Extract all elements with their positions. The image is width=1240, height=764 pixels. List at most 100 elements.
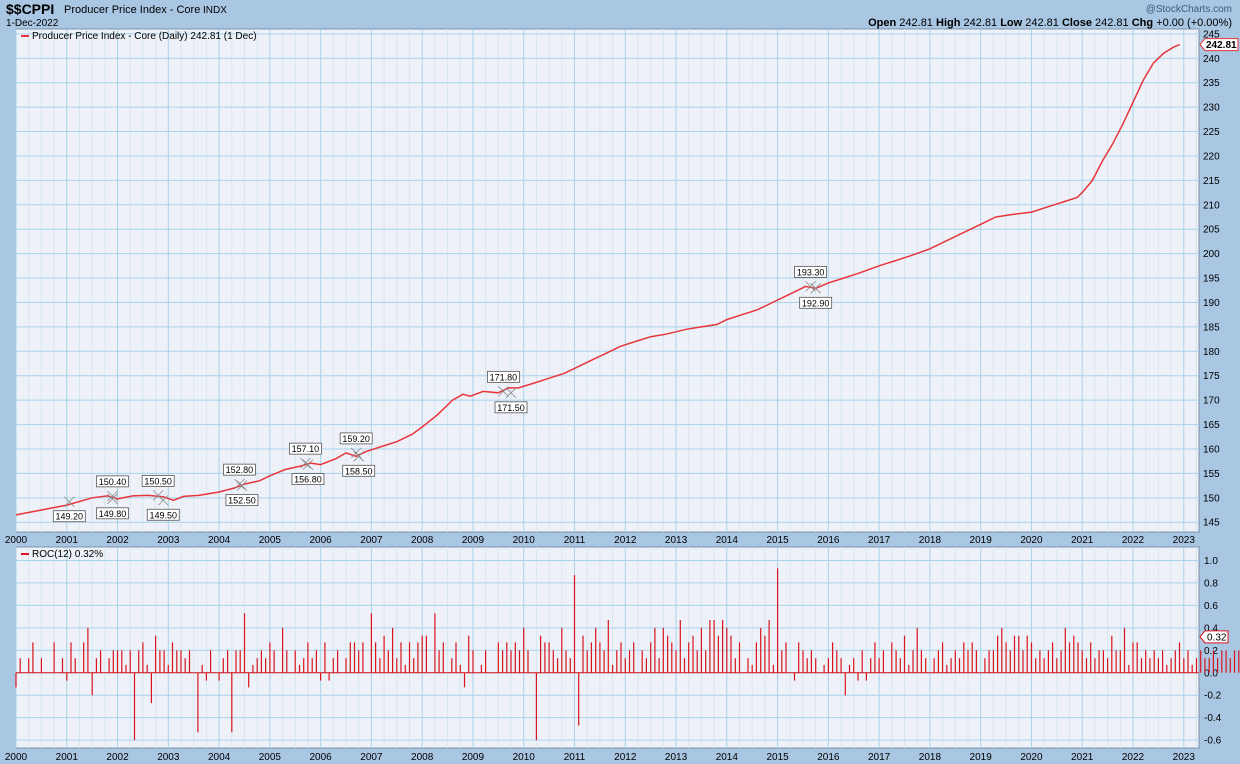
ohlc-value: 242.81 [1025, 17, 1059, 29]
x-tick-label: 2018 [919, 535, 942, 546]
roc-last-label: 0.32 [1207, 632, 1227, 643]
x-tick-label: 2002 [106, 535, 129, 546]
annotation-label: 152.50 [228, 496, 256, 506]
x-axis-top: 2000 2001 2002 2003 2004 2005 2006 2007 2008 2009… [5, 535, 1195, 546]
exchange: INDX [203, 5, 227, 16]
annotation-label: 159.20 [342, 434, 370, 444]
annotation-cross [64, 496, 75, 508]
annotation-cross [302, 459, 314, 470]
price-annotation: 158.50 [342, 451, 376, 477]
x-tick-label: 2009 [462, 752, 485, 763]
annotation-box [342, 464, 376, 477]
x-tick-label: 2006 [310, 752, 333, 763]
x-tick-label: 2001 [56, 752, 79, 763]
price-legend: Producer Price Index - Core (Daily) 242.… [21, 31, 257, 42]
annotation-label: 152.80 [226, 465, 254, 475]
x-tick-label: 2017 [868, 752, 891, 763]
price-y-tick-label: 160 [1203, 444, 1220, 455]
x-tick-label: 2023 [1173, 752, 1196, 763]
annotation-cross [107, 490, 118, 502]
annotation-cross [157, 494, 169, 506]
price-y-tick-label: 205 [1203, 225, 1220, 236]
price-panel [15, 28, 1200, 533]
price-annotation: 152.50 [225, 480, 259, 507]
price-annotation: 149.50 [146, 494, 180, 521]
symbol-name: Producer Price Index - Core [64, 4, 200, 16]
x-tick-label: 2020 [1020, 752, 1043, 763]
price-y-tick-label: 225 [1203, 127, 1220, 138]
price-y-tick-label: 155 [1203, 469, 1220, 480]
price-y-tick-label: 190 [1203, 298, 1220, 309]
annotation-box [141, 474, 175, 487]
price-y-tick-label: 150 [1203, 493, 1220, 504]
x-tick-label: 2003 [157, 535, 180, 546]
annotation-box [222, 463, 256, 476]
x-tick-label: 2018 [919, 752, 942, 763]
x-tick-label: 2020 [1020, 535, 1043, 546]
roc-y-tick-label: -0.4 [1204, 713, 1222, 724]
annotation-label: 149.50 [149, 510, 177, 520]
annotation-cross [505, 387, 517, 399]
x-tick-label: 2001 [56, 535, 79, 546]
symbol: $$CPPI [6, 1, 54, 17]
annotation-cross [805, 281, 816, 292]
x-tick-label: 2022 [1122, 752, 1145, 763]
price-y-tick-label: 220 [1203, 151, 1220, 162]
x-tick-label: 2005 [259, 535, 282, 546]
price-y-axis: 145 150 155 160 165 170 175 180 185 190 195 200 205 2… [1203, 29, 1220, 528]
annotation-box [289, 442, 322, 455]
annotation-box [339, 432, 373, 445]
x-tick-label: 2009 [462, 535, 485, 546]
price-annotation: 152.80 [222, 463, 256, 490]
x-tick-label: 2004 [208, 535, 231, 546]
x-tick-label: 2012 [614, 535, 637, 546]
roc-last-value: 0.32 [1199, 630, 1229, 644]
x-tick-label: 2006 [310, 535, 333, 546]
annotation-box [96, 475, 129, 488]
price-legend-label: Producer Price Index - Core (Daily) 242.… [32, 31, 257, 42]
x-tick-label: 2012 [614, 752, 637, 763]
x-tick-label: 2016 [817, 752, 840, 763]
x-tick-label: 2019 [970, 535, 993, 546]
price-annotation: 150.40 [96, 475, 129, 502]
roc-y-tick-label: 0.6 [1204, 601, 1218, 612]
ohlc-value: 242.81 [899, 17, 933, 29]
x-tick-label: 2016 [817, 535, 840, 546]
price-annotation: 149.20 [52, 496, 86, 523]
annotation-cross [300, 457, 311, 469]
x-tick-label: 2011 [564, 535, 586, 546]
annotation-label: 149.80 [99, 509, 127, 519]
chart-date: 1-Dec-2022 [6, 18, 59, 29]
annotation-label: 193.30 [797, 267, 825, 277]
x-tick-label: 2015 [766, 535, 789, 546]
watermark: @StockCharts.com [1146, 4, 1232, 15]
annotation-cross [350, 447, 362, 459]
annotation-label: 158.50 [345, 466, 373, 476]
annotation-cross [353, 451, 364, 462]
annotation-box [487, 370, 520, 383]
x-tick-label: 2022 [1122, 535, 1145, 546]
ohlc-readout: Open 242.81 High 242.81 Low 242.81 Close… [868, 17, 1232, 29]
annotation-label: 171.80 [490, 372, 518, 382]
price-y-tick-label: 165 [1203, 420, 1220, 431]
roc-legend: ROC(12) 0.32% [21, 549, 103, 560]
roc-y-axis: -0.6 -0.4 -0.2 0.0 0.2 0.4 0.6 0.8 1.0 [1204, 556, 1222, 747]
x-tick-label: 2008 [411, 752, 434, 763]
price-y-tick-label: 215 [1203, 176, 1220, 187]
x-tick-label: 2023 [1173, 535, 1196, 546]
price-y-tick-label: 180 [1203, 347, 1220, 358]
x-tick-label: 2000 [5, 535, 28, 546]
price-y-tick-label: 230 [1203, 103, 1220, 114]
x-tick-label: 2013 [665, 752, 688, 763]
x-tick-label: 2011 [564, 752, 586, 763]
x-tick-label: 2002 [106, 752, 129, 763]
price-annotation: 157.10 [289, 442, 322, 469]
price-y-tick-label: 195 [1203, 274, 1220, 285]
ohlc-label: Close [1059, 17, 1095, 29]
x-tick-label: 2017 [868, 535, 891, 546]
roc-last-tag [1199, 630, 1229, 644]
annotation-label: 192.90 [802, 298, 830, 308]
annotation-cross [107, 493, 118, 505]
roc-y-tick-label: 0.8 [1204, 578, 1218, 589]
